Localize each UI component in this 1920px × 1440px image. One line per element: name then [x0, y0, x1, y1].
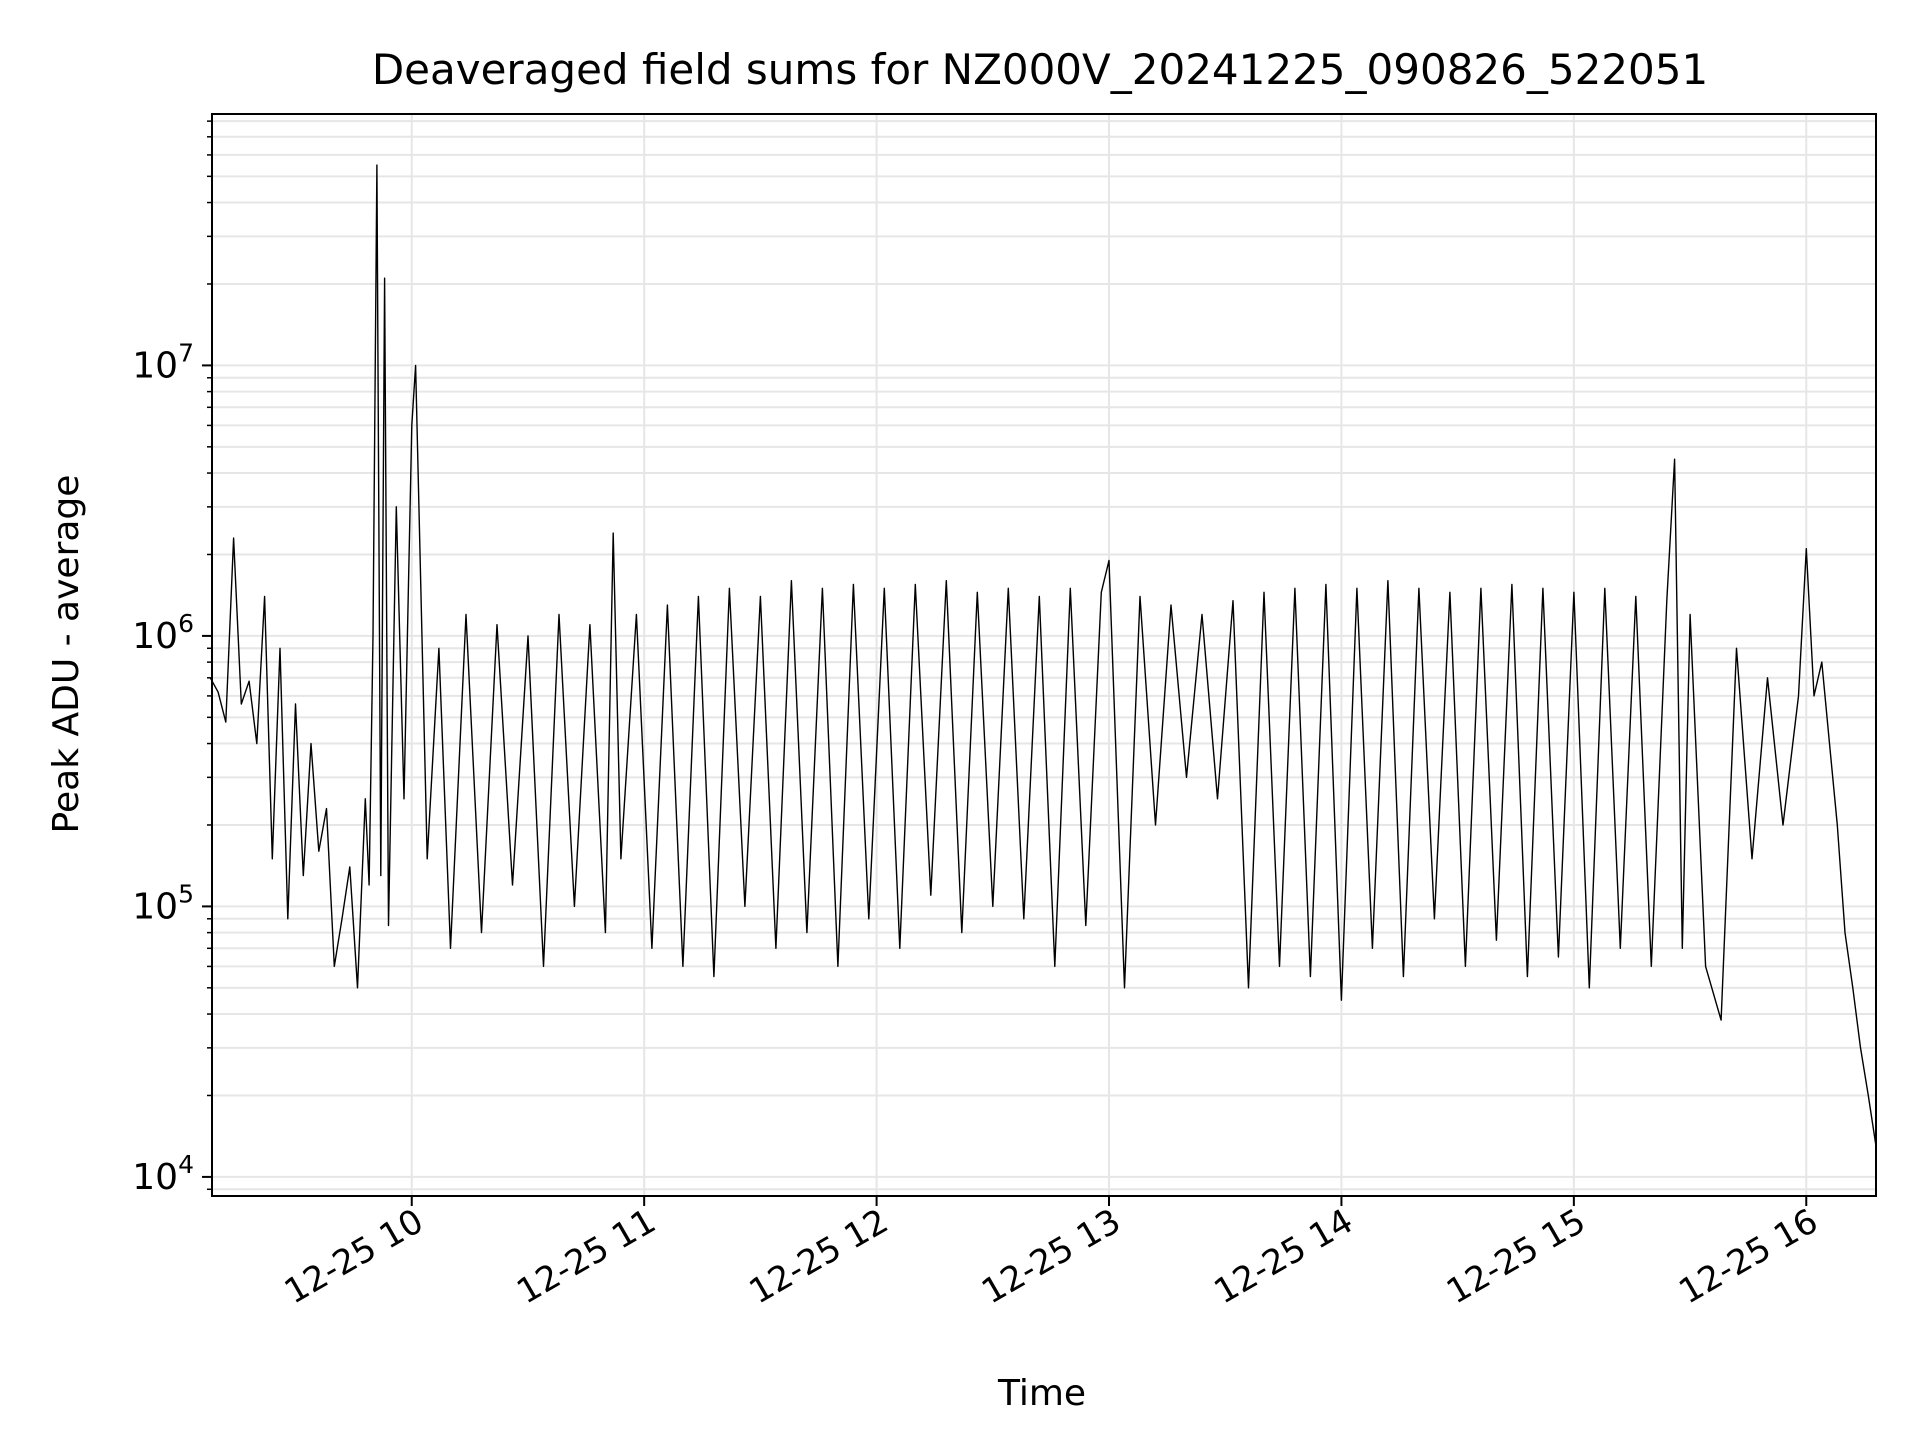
series-line-0 — [209, 164, 1877, 1147]
y-tick-label: 107 — [132, 338, 194, 386]
chart-title: Deaveraged field sums for NZ000V_2024122… — [372, 45, 1708, 94]
y-tick-label: 105 — [132, 879, 194, 927]
plot-frame — [211, 113, 1877, 1197]
x-axis-label: Time — [997, 1373, 1086, 1414]
y-axis-label: Peak ADU - average — [46, 475, 87, 834]
line-layer — [209, 164, 1877, 1147]
y-tick-label: 104 — [132, 1150, 194, 1198]
y-tick-label: 106 — [132, 609, 194, 657]
